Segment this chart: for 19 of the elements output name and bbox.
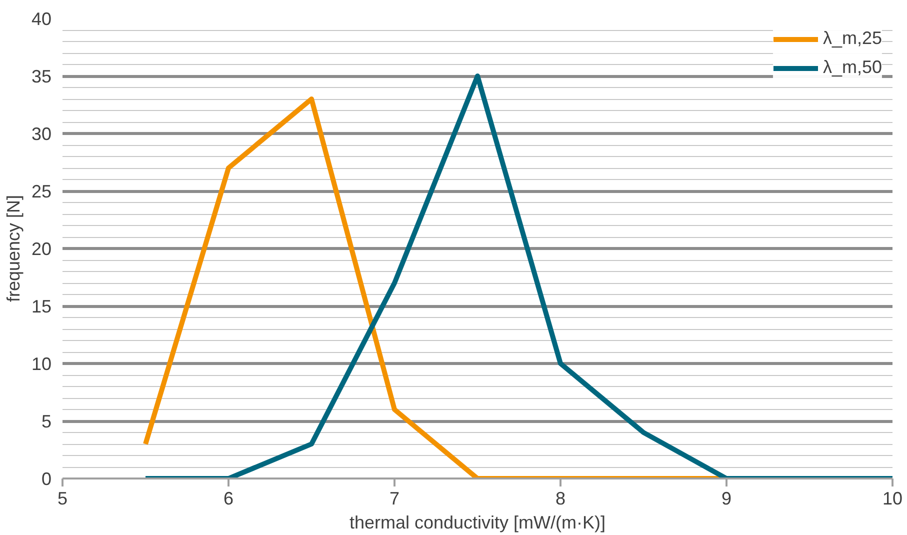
x-tick-label: 5 <box>57 488 68 508</box>
y-tick-label: 25 <box>31 182 52 202</box>
x-tick-label: 10 <box>882 488 903 508</box>
x-tick-label: 8 <box>555 488 566 508</box>
y-tick-label: 40 <box>31 9 52 29</box>
legend-label: λ_m,25 <box>822 28 882 49</box>
y-tick-label: 20 <box>31 239 52 259</box>
y-tick-label: 35 <box>31 66 52 86</box>
y-axis-title: frequency [N] <box>3 194 24 302</box>
legend-label: λ_m,50 <box>822 57 882 78</box>
y-tick-label: 10 <box>31 354 52 374</box>
x-tick-label: 6 <box>223 488 234 508</box>
x-axis-title: thermal conductivity [mW/(m·K)] <box>349 512 606 532</box>
y-tick-label: 15 <box>31 296 52 316</box>
y-tick-label: 0 <box>41 469 52 489</box>
x-tick-label: 9 <box>721 488 732 508</box>
y-tick-label: 5 <box>41 412 52 432</box>
x-tick-label: 7 <box>389 488 400 508</box>
y-tick-label: 30 <box>31 124 52 144</box>
